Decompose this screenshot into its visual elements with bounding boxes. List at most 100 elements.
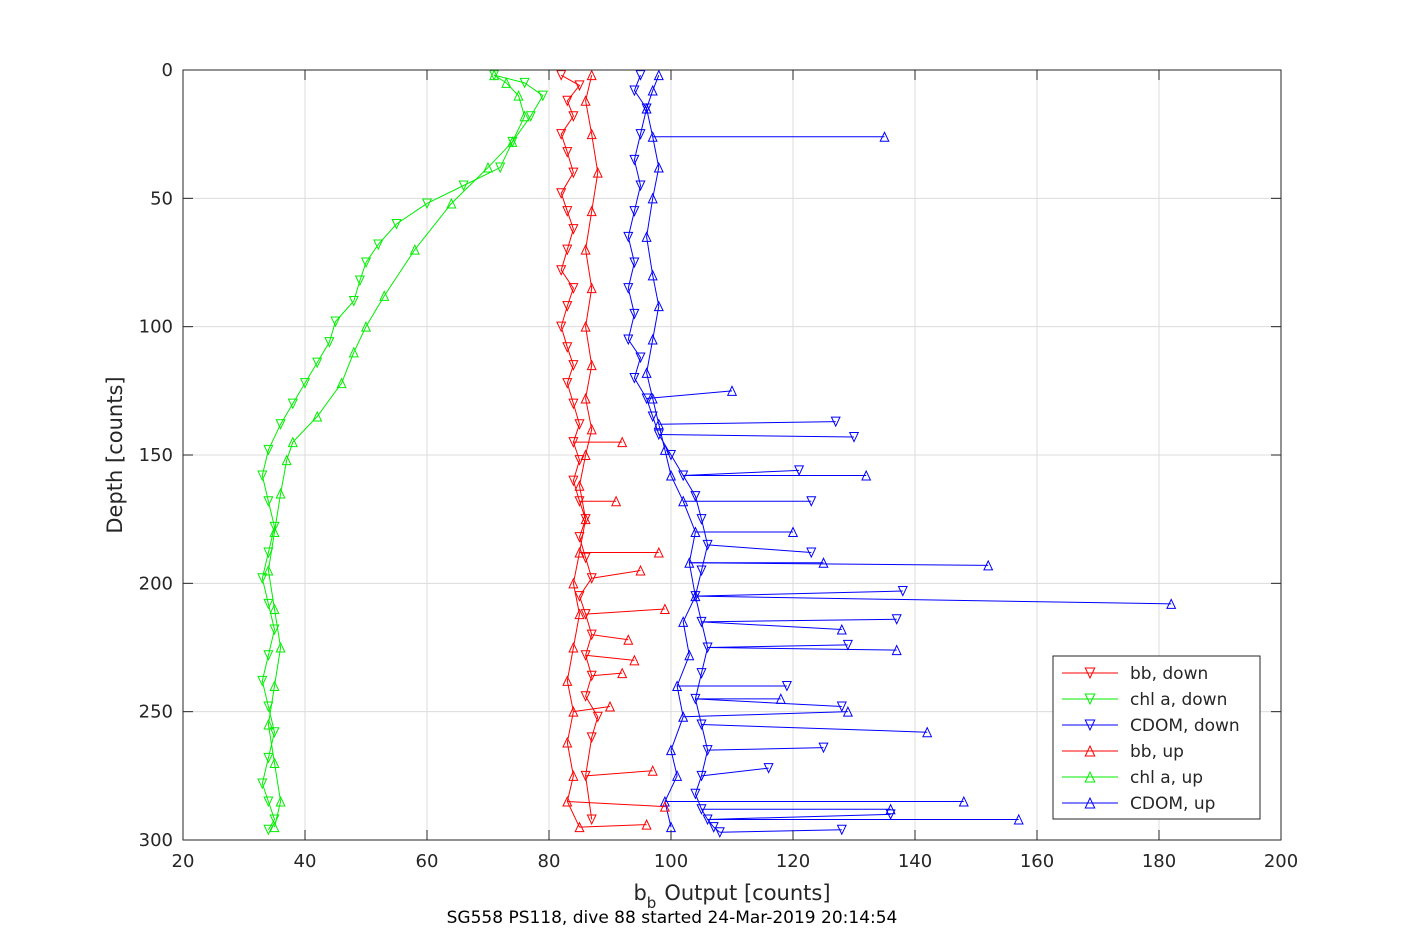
data-point [379,290,390,301]
data-point [269,821,280,833]
series-bb-down [556,70,603,826]
series-line [566,75,599,828]
data-point [482,161,494,173]
data-point [696,668,707,679]
data-point [574,608,585,620]
data-point [269,521,280,533]
data-point [763,763,774,774]
data-point [489,69,500,81]
data-point [885,809,896,820]
data-point [556,265,567,276]
data-point [653,546,664,558]
y-tick-label: 0 [162,60,173,81]
data-point [586,423,597,435]
data-point [623,334,634,346]
data-point [604,700,616,712]
data-point [373,239,384,251]
series-segment [585,654,635,661]
legend-label: chl a, down [1130,690,1227,710]
series-segment [701,621,842,631]
data-point [653,69,664,81]
series-segment [707,813,891,820]
data-point [562,301,573,312]
data-point [263,796,274,808]
data-point [269,727,280,738]
legend-label: CDOM, down [1130,716,1240,736]
data-point [562,736,573,748]
legend: bb, down chl a, down CDOM, down bb, up chl a… [1052,655,1261,820]
data-point [592,711,603,723]
series-cdom-spikes-down [658,416,908,836]
legend-entry: CDOM, up [1062,794,1215,814]
data-point [513,90,524,101]
legend-label: bb, down [1130,664,1208,684]
series-chl-a-down [257,70,548,836]
data-point [391,219,402,230]
data-point [568,641,579,653]
data-point [257,675,268,687]
data-point [635,129,646,140]
data-point [263,752,274,764]
data-point [629,85,640,97]
data-point [885,803,896,815]
data-point [562,675,573,686]
data-point [647,333,658,345]
x-axis-label: bb Output [counts] [633,881,830,912]
data-point [641,818,652,830]
x-axis-label-subscript: b [647,894,657,912]
data-point [842,706,853,717]
data-point [836,701,847,713]
data-point [629,373,640,384]
legend-swatch-marker [1084,667,1096,680]
data-point [263,564,274,576]
data-point [580,321,591,332]
data-point [830,416,841,428]
series-line [267,74,526,828]
data-point [574,80,585,92]
data-point [629,654,640,666]
legend-entries: bb, down chl a, down CDOM, down bb, up chl a… [1062,664,1240,814]
data-point [263,598,274,610]
legend-box [1052,655,1261,820]
data-point [641,102,652,114]
series-line [646,74,696,828]
data-point [891,614,902,625]
data-point [287,398,298,410]
data-point [580,95,591,106]
data-point [446,197,457,209]
legend-label: CDOM, up [1130,794,1215,814]
data-point [958,795,969,807]
data-point [257,470,268,482]
data-point [568,283,579,294]
series-line [560,74,599,820]
legend-entry: CDOM, down [1062,716,1240,736]
y-tick-label: 250 [139,702,173,723]
data-point [690,788,701,800]
series-chl-a-up [263,69,530,833]
data-point [659,444,670,455]
series-segment [658,421,836,425]
data-point [562,95,573,107]
y-tick-label: 300 [139,830,173,851]
data-point [586,814,597,826]
data-point [623,634,634,645]
data-point [263,496,274,507]
data-point [360,321,372,332]
data-point [263,701,274,713]
data-point [922,726,933,738]
data-point [556,321,567,333]
data-point [348,296,359,307]
data-point [275,487,286,499]
data-point [586,128,597,140]
data-point [781,681,792,692]
data-point [580,513,591,525]
data-point [421,198,433,210]
data-point [897,586,908,597]
data-point [281,454,292,466]
legend-swatch-marker [1084,770,1096,783]
data-point [269,624,280,636]
data-point [647,269,658,281]
data-point [641,367,652,378]
data-point [629,154,640,166]
